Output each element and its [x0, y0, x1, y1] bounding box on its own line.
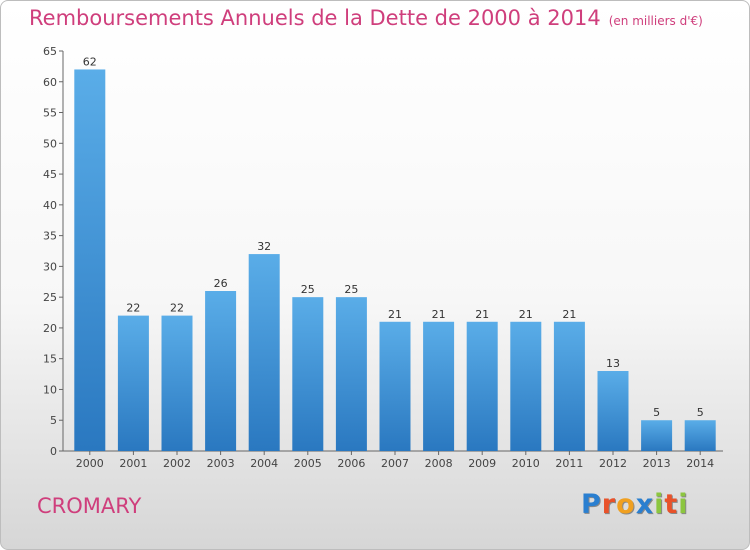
y-tick-label: 55: [43, 107, 57, 120]
y-tick-label: 0: [50, 445, 57, 458]
x-tick-label: 2005: [294, 457, 322, 470]
bar: [205, 291, 237, 451]
logo-letter: x: [635, 489, 655, 520]
bar: [423, 321, 455, 451]
bar-value-label: 22: [170, 302, 184, 315]
bar: [292, 297, 324, 451]
x-tick-label: 2013: [643, 457, 671, 470]
bar: [641, 420, 673, 451]
bar: [379, 321, 411, 451]
bar: [335, 297, 367, 451]
bar-value-label: 5: [653, 406, 660, 419]
bar: [510, 321, 542, 451]
proxiti-logo[interactable]: Proxiti: [581, 489, 689, 520]
x-tick-label: 2010: [512, 457, 540, 470]
bar: [161, 315, 193, 451]
y-tick-label: 15: [43, 353, 57, 366]
logo-letter: i: [678, 489, 689, 520]
bar-value-label: 21: [519, 308, 533, 321]
x-tick-label: 2009: [468, 457, 496, 470]
x-tick-label: 2006: [337, 457, 365, 470]
bar: [117, 315, 149, 451]
bar-value-label: 21: [562, 308, 576, 321]
x-tick-label: 2000: [76, 457, 104, 470]
x-tick-label: 2012: [599, 457, 627, 470]
bar: [74, 69, 106, 451]
x-tick-label: 2011: [555, 457, 583, 470]
y-tick-label: 50: [43, 137, 57, 150]
logo-letter: o: [616, 489, 636, 520]
commune-name: CROMARY: [37, 494, 142, 518]
chart-title-text: Remboursements Annuels de la Dette de 20…: [29, 6, 601, 30]
chart-unit: (en milliers d'€): [608, 14, 703, 28]
logo-letter: P: [581, 489, 602, 520]
x-tick-label: 2001: [119, 457, 147, 470]
bar-value-label: 21: [475, 308, 489, 321]
bar-value-label: 22: [126, 302, 140, 315]
x-tick-label: 2004: [250, 457, 278, 470]
bar-value-label: 5: [697, 406, 704, 419]
x-tick-label: 2014: [686, 457, 714, 470]
bar: [684, 420, 716, 451]
y-tick-label: 20: [43, 322, 57, 335]
bar: [248, 254, 280, 451]
y-tick-label: 5: [50, 414, 57, 427]
bar: [597, 371, 629, 451]
logo-letter: t: [664, 489, 679, 520]
y-tick-label: 35: [43, 230, 57, 243]
x-tick-label: 2008: [425, 457, 453, 470]
x-tick-label: 2003: [207, 457, 235, 470]
y-tick-label: 40: [43, 199, 57, 212]
x-tick-label: 2007: [381, 457, 409, 470]
bar-value-label: 26: [214, 277, 228, 290]
logo-letter: r: [601, 489, 617, 520]
bar-value-label: 25: [301, 283, 315, 296]
y-tick-label: 25: [43, 291, 57, 304]
x-tick-label: 2002: [163, 457, 191, 470]
bar-value-label: 13: [606, 357, 620, 370]
bar: [553, 321, 585, 451]
logo-letter: i: [654, 489, 665, 520]
bar-value-label: 25: [344, 283, 358, 296]
y-tick-label: 65: [43, 45, 57, 58]
y-tick-label: 45: [43, 168, 57, 181]
y-tick-label: 30: [43, 260, 57, 273]
bar-value-label: 32: [257, 240, 271, 253]
chart-title: Remboursements Annuels de la Dette de 20…: [29, 6, 703, 30]
bar-value-label: 21: [432, 308, 446, 321]
bar: [466, 321, 498, 451]
y-tick-label: 60: [43, 76, 57, 89]
bar-value-label: 62: [83, 55, 97, 68]
bar-value-label: 21: [388, 308, 402, 321]
y-tick-label: 10: [43, 383, 57, 396]
